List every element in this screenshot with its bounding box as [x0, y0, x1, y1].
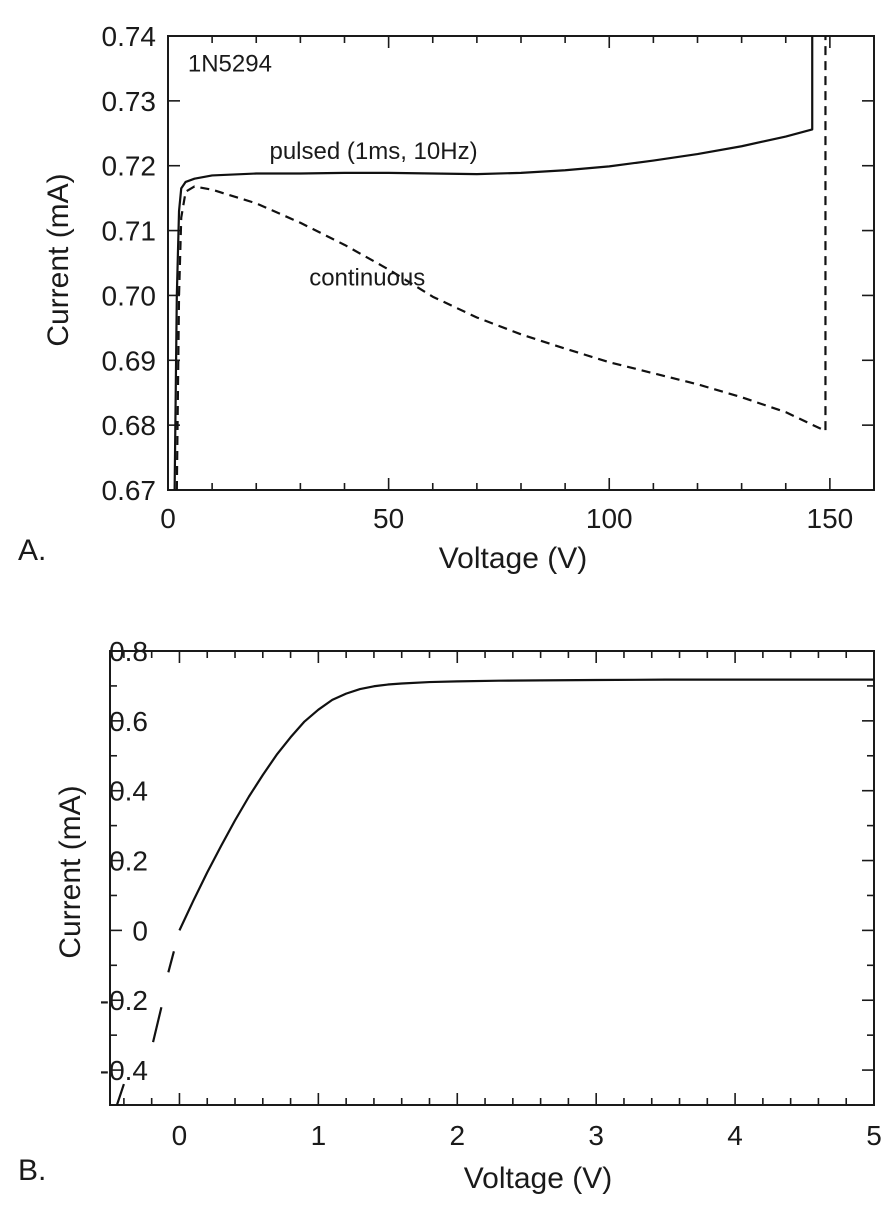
- y-tick-label: 0.69: [102, 345, 157, 376]
- panel-a-x-axis-label: Voltage (V): [439, 542, 587, 575]
- panel-b-plot-frame: [109, 650, 875, 1106]
- y-tick-label: 0.6: [109, 706, 148, 737]
- y-tick-label: 0.4: [109, 776, 148, 807]
- y-tick-label: 0.8: [109, 636, 148, 667]
- panel-a-ticks: [167, 35, 875, 491]
- x-tick-label: 0: [172, 1120, 188, 1151]
- panel-b-ticks: [110, 650, 875, 1106]
- panel-a-annotation-part-number: 1N5294: [188, 51, 272, 78]
- x-tick-label: 2: [449, 1120, 465, 1151]
- y-tick-label: -0.4: [100, 1055, 148, 1086]
- y-tick-label: 0.70: [102, 280, 157, 311]
- x-tick-label: 150: [807, 503, 854, 534]
- panel-b-label: B.: [18, 1154, 46, 1187]
- panel-a-annotation-pulsed: pulsed (1ms, 10Hz): [269, 138, 477, 165]
- iv-negative-segment: [167, 951, 175, 973]
- x-tick-label: 50: [373, 503, 404, 534]
- y-tick-label: 0.71: [102, 216, 157, 247]
- continuous-series-line: [175, 36, 827, 491]
- x-tick-label: 3: [588, 1120, 604, 1151]
- y-tick-label: 0.2: [109, 846, 148, 877]
- panel-b-series: [115, 678, 874, 1106]
- panel-b-tick-labels: 0 1 2 3 4 5 -0.4 -0.2 0 0.2 0.4 0.6 0.8: [100, 636, 882, 1151]
- x-tick-label: 0: [160, 503, 176, 534]
- iv-negative-segment: [115, 1083, 125, 1106]
- panel-a-plot-frame: [167, 35, 875, 491]
- x-tick-label: 1: [311, 1120, 327, 1151]
- x-tick-label: 100: [586, 503, 633, 534]
- panel-a-series: [173, 36, 827, 491]
- y-tick-label: 0.67: [102, 475, 157, 506]
- pulsed-series-line: [173, 36, 814, 491]
- panel-b-x-axis-label: Voltage (V): [464, 1162, 612, 1195]
- panel-b-chart: 0 1 2 3 4 5-0.4-0.200.20.40.60.8 Voltage (V) …: [18, 636, 882, 1195]
- y-tick-label: 0: [132, 915, 148, 946]
- panel-a-annotation-continuous: continuous: [309, 265, 425, 292]
- x-tick-label: 4: [727, 1120, 743, 1151]
- iv-curve-line: [178, 678, 874, 931]
- panel-a-tick-labels: 0 50 100 150 0.67 0.68 0.69 0.70 0.71 0.72 0.73 0.7…: [102, 21, 854, 534]
- panel-a-label: A.: [18, 534, 46, 567]
- panel-a-y-axis-label: Current (mA): [42, 173, 75, 346]
- x-tick-label: 5: [866, 1120, 882, 1151]
- iv-negative-segment: [151, 1006, 163, 1043]
- y-tick-label: 0.73: [102, 86, 157, 117]
- y-tick-label: -0.2: [100, 985, 148, 1016]
- panel-b-y-axis-label: Current (mA): [54, 785, 87, 958]
- panel-a-chart: 0 50 100 150 0.67 0.68 0.69 0.70 0.71 0.72 0.73 0.7…: [18, 21, 875, 575]
- y-tick-label: 0.72: [102, 151, 157, 182]
- y-tick-label: 0.74: [102, 21, 157, 52]
- y-tick-label: 0.68: [102, 410, 157, 441]
